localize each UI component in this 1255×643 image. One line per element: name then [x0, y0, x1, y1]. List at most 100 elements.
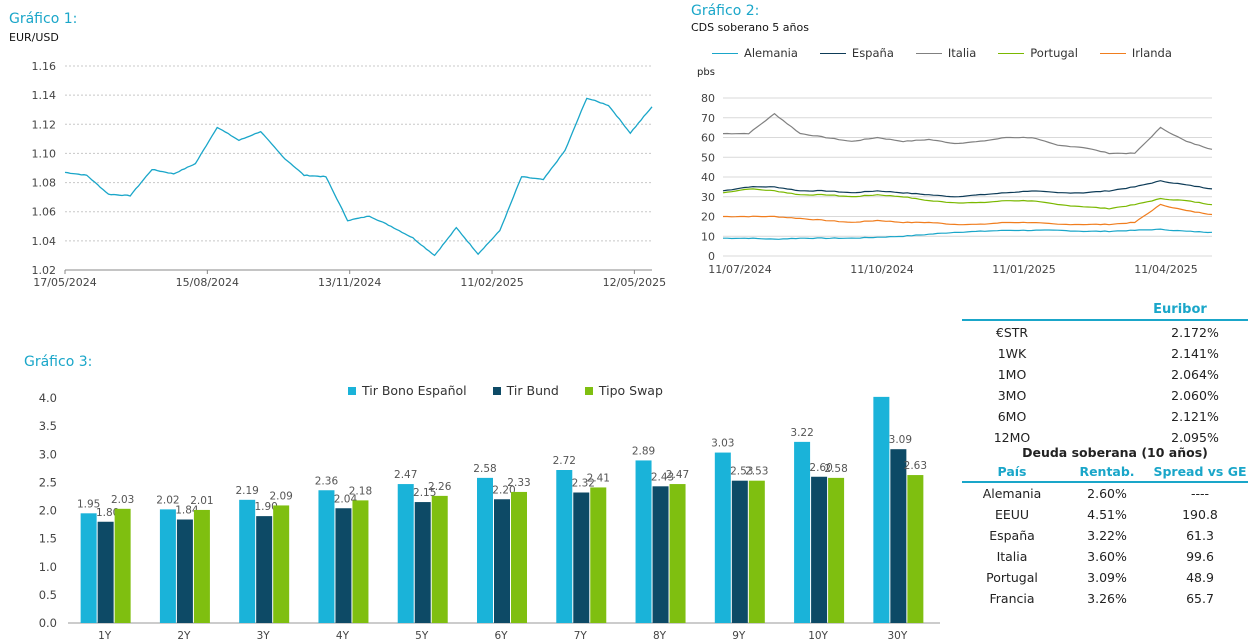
chart3-ytick: 2.5 [39, 475, 57, 489]
chart1-ytick: 1.06 [32, 206, 57, 219]
chart3-data-label: 2.47 [666, 469, 689, 481]
chart2-ytick: 60 [701, 132, 715, 145]
yield-value: 3.09% [1087, 570, 1127, 585]
chart3-bar-3 [431, 495, 448, 623]
euribor-rate: 2.172% [1171, 325, 1219, 340]
chart3-bar-2 [890, 449, 907, 623]
yield-value: 3.60% [1087, 549, 1127, 564]
yield-bar-chart: 0.0 0.5 1.0 1.5 2.0 2.5 3.0 3.5 4.0 1.951.802.03 1… [39, 391, 940, 642]
chart3-bar-3 [114, 508, 131, 623]
legend-item: Tir Bono Español [348, 383, 467, 398]
chart3-bar-2 [97, 521, 114, 623]
legend-item: Alemania [712, 46, 798, 60]
chart2-ytick: 40 [701, 171, 715, 184]
chart3-bar-1 [397, 484, 414, 623]
euribor-term: 6MO [997, 409, 1027, 424]
chart3-xtick: 7Y [574, 630, 588, 642]
chart3-ytick: 3.5 [39, 419, 57, 433]
sovereign-debt-header: País Rentab. Spread vs GE [962, 462, 1248, 483]
chart3-data-label: 2.36 [315, 475, 339, 487]
chart3-ytick: 1.5 [39, 532, 57, 546]
legend-swatch [998, 52, 1025, 54]
chart3-bar-3 [828, 477, 845, 623]
euribor-rate: 2.141% [1171, 346, 1219, 361]
chart3-bar-1 [873, 396, 890, 623]
chart2-xtick: 11/07/2024 [708, 263, 771, 276]
chart1-series-line [64, 97, 653, 257]
chart3-xtick: 1Y [98, 630, 112, 642]
spread-value: 65.7 [1186, 591, 1214, 606]
legend-swatch [584, 386, 593, 395]
sovereign-debt-table: Deuda soberana (10 años) País Rentab. Sp… [962, 444, 1248, 609]
chart3-bar-1 [556, 470, 573, 623]
euribor-term: 3MO [997, 388, 1027, 403]
eurusd-line-chart: 1.02 1.04 1.06 1.08 1.10 1.12 1.14 1.16 17/05/20… [32, 60, 667, 289]
chart3-bar-3 [352, 500, 369, 623]
chart3-data-label: 1.84 [175, 505, 199, 517]
country-name: Italia [996, 549, 1028, 564]
chart3-bar-3 [748, 480, 765, 623]
chart3-bar-2 [652, 486, 669, 623]
spread-value: ---- [1190, 486, 1210, 501]
chart1-ytick: 1.04 [32, 235, 57, 248]
sovereign-debt-row: EEUU 4.51% 190.8 [962, 504, 1248, 525]
chart2-xtick: 11/10/2024 [850, 263, 913, 276]
chart3-bar-1 [714, 452, 731, 623]
country-name: España [989, 528, 1035, 543]
chart2-subtitle: CDS soberano 5 años [691, 21, 809, 34]
chart3-xtick: 5Y [415, 630, 429, 642]
chart3-data-label: 2.89 [632, 445, 655, 457]
legend-swatch [492, 386, 501, 395]
chart3-bar-3 [193, 509, 210, 623]
chart3-xtick: 8Y [653, 630, 667, 642]
chart3-bar-2 [335, 508, 352, 623]
legend-label: Italia [947, 46, 977, 60]
chart3-ytick: 1.0 [39, 560, 57, 574]
legend-label: España [851, 46, 894, 60]
chart3-bar-2 [256, 516, 273, 623]
chart1-ytick: 1.10 [32, 147, 57, 160]
cds-line-chart: 0 10 20 30 40 50 60 70 80 11/07/2024 11/10/2024 11/… [701, 92, 1213, 276]
legend-swatch [712, 52, 738, 54]
chart3-ytick: 0.5 [39, 588, 57, 602]
chart3-data-label: 2.15 [413, 487, 436, 499]
country-name: Portugal [986, 570, 1038, 585]
chart3-bar-1 [159, 509, 176, 623]
euribor-row: 3MO 2.060% [962, 385, 1248, 406]
chart2-legend: Alemania España Italia Portugal Irlanda [712, 46, 1194, 60]
euribor-row: 6MO 2.121% [962, 406, 1248, 427]
spread-value: 61.3 [1186, 528, 1214, 543]
yield-value: 2.60% [1087, 486, 1127, 501]
yield-value: 3.26% [1087, 591, 1127, 606]
chart3-bar-3 [907, 475, 924, 623]
chart3-bar-2 [494, 499, 510, 623]
euribor-term: 1MO [997, 367, 1027, 382]
chart1-ytick: 1.14 [32, 89, 57, 102]
country-name: Francia [989, 591, 1035, 606]
euribor-term: €STR [995, 325, 1029, 340]
chart3-data-label: 2.02 [156, 494, 179, 506]
chart3-ytick: 4.0 [39, 391, 57, 405]
spread-value: 190.8 [1182, 507, 1218, 522]
legend-label: Irlanda [1131, 46, 1172, 60]
chart2-ytick: 70 [701, 112, 715, 125]
chart3-legend: Tir Bono Español Tir Bund Tipo Swap [348, 383, 689, 398]
chart2-label: Gráfico 2: [691, 3, 760, 19]
chart3-bar-1 [635, 460, 652, 623]
legend-label: Alemania [744, 46, 798, 60]
legend-swatch [915, 52, 942, 54]
chart3-data-label: 2.63 [904, 460, 927, 472]
chart2-series-line-portugal [722, 188, 1213, 210]
col-header-pais: País [997, 464, 1027, 479]
chart3-data-label: 2.58 [824, 463, 847, 475]
euribor-row: €STR 2.172% [962, 322, 1248, 343]
legend-swatch [819, 52, 846, 54]
chart2-series-line-alemania [723, 228, 1213, 240]
chart3-bar-3 [511, 491, 527, 623]
legend-item: Irlanda [1099, 46, 1172, 60]
euribor-rate: 2.060% [1171, 388, 1219, 403]
chart3-xtick: 10Y [808, 630, 828, 642]
chart2-xtick: 11/01/2025 [992, 263, 1055, 276]
euribor-row: 1MO 2.064% [962, 364, 1248, 385]
chart3-data-label: 3.09 [889, 434, 912, 446]
